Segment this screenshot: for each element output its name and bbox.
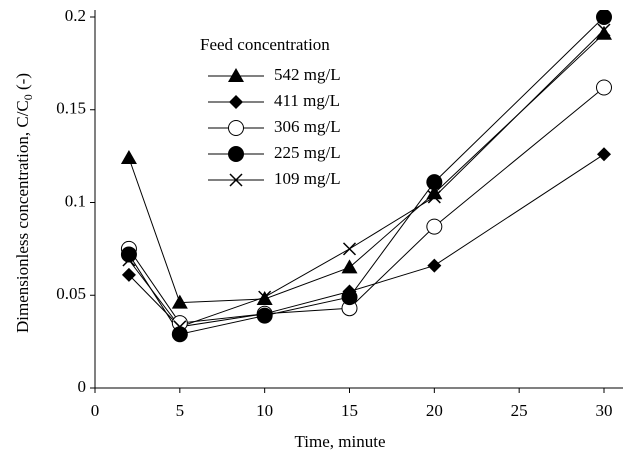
marker (229, 95, 243, 109)
legend-label: 225 mg/L (274, 143, 341, 162)
marker (341, 289, 358, 306)
marker (120, 246, 137, 263)
series-line (128, 29, 605, 328)
x-tick-label: 5 (176, 401, 185, 420)
marker (427, 258, 442, 273)
series-line (128, 16, 605, 335)
marker (228, 120, 244, 136)
x-tick-label: 25 (511, 401, 528, 420)
marker (427, 190, 441, 204)
legend-label: 542 mg/L (274, 65, 341, 84)
y-axis-label: Dimensionless concentration, C/C0 (-) (13, 73, 35, 333)
marker (229, 173, 243, 187)
marker (597, 147, 611, 162)
legend-label: 411 mg/L (274, 91, 340, 110)
marker (121, 267, 136, 282)
marker (122, 253, 136, 267)
marker (173, 320, 187, 334)
marker (426, 185, 443, 200)
marker (258, 290, 272, 304)
marker (342, 242, 357, 256)
marker (171, 326, 188, 343)
y-axis-label-sub: 0 (21, 94, 35, 100)
series-line (128, 153, 605, 328)
marker (596, 79, 612, 96)
y-tick-label: 0.15 (56, 99, 86, 118)
x-tick-label: 30 (596, 401, 613, 420)
y-tick-label: 0 (78, 377, 87, 396)
y-axis-label-main: Dimensionless concentration, C/C (13, 100, 32, 333)
x-tick-label: 20 (426, 401, 443, 420)
legend-title: Feed concentration (200, 35, 330, 54)
marker (426, 174, 443, 191)
y-tick-label: 0.2 (65, 6, 86, 25)
x-axis-label: Time, minute (295, 432, 386, 451)
marker (596, 10, 612, 25)
x-tick-label: 15 (341, 401, 358, 420)
series-line (128, 33, 605, 304)
marker (341, 259, 358, 274)
marker (426, 218, 443, 235)
y-axis-label-end: (-) (13, 73, 32, 94)
series-line (128, 87, 605, 324)
x-tick-label: 0 (91, 401, 100, 420)
marker (171, 294, 188, 309)
marker (228, 146, 244, 162)
legend-label: 109 mg/L (274, 169, 341, 188)
marker (597, 23, 611, 37)
y-tick-label: 0.05 (56, 284, 86, 303)
x-tick-label: 10 (256, 401, 273, 420)
y-tick-label: 0.1 (65, 191, 86, 210)
marker (228, 68, 244, 82)
marker (120, 149, 137, 164)
plot-area (120, 10, 612, 343)
marker (596, 25, 612, 40)
marker (256, 307, 273, 324)
legend-label: 306 mg/L (274, 117, 341, 136)
